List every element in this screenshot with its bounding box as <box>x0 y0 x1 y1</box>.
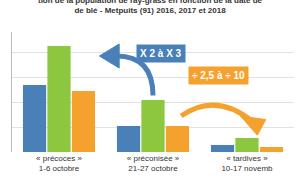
svg-text:« tardives »10-17 novemb: « tardives »10-17 novemb <box>221 154 273 173</box>
svg-text:« préconisée »21-27 octobre: « préconisée »21-27 octobre <box>127 154 180 173</box>
svg-text:« précoces »1-6 octobre: « précoces »1-6 octobre <box>36 154 82 173</box>
svg-text:÷ 2,5 à ÷ 10: ÷ 2,5 à ÷ 10 <box>192 70 245 81</box>
svg-text:tion de la population de ray-g: tion de la population de ray-grass en fo… <box>38 0 263 15</box>
svg-text:X 2 à X 3: X 2 à X 3 <box>140 48 182 59</box>
